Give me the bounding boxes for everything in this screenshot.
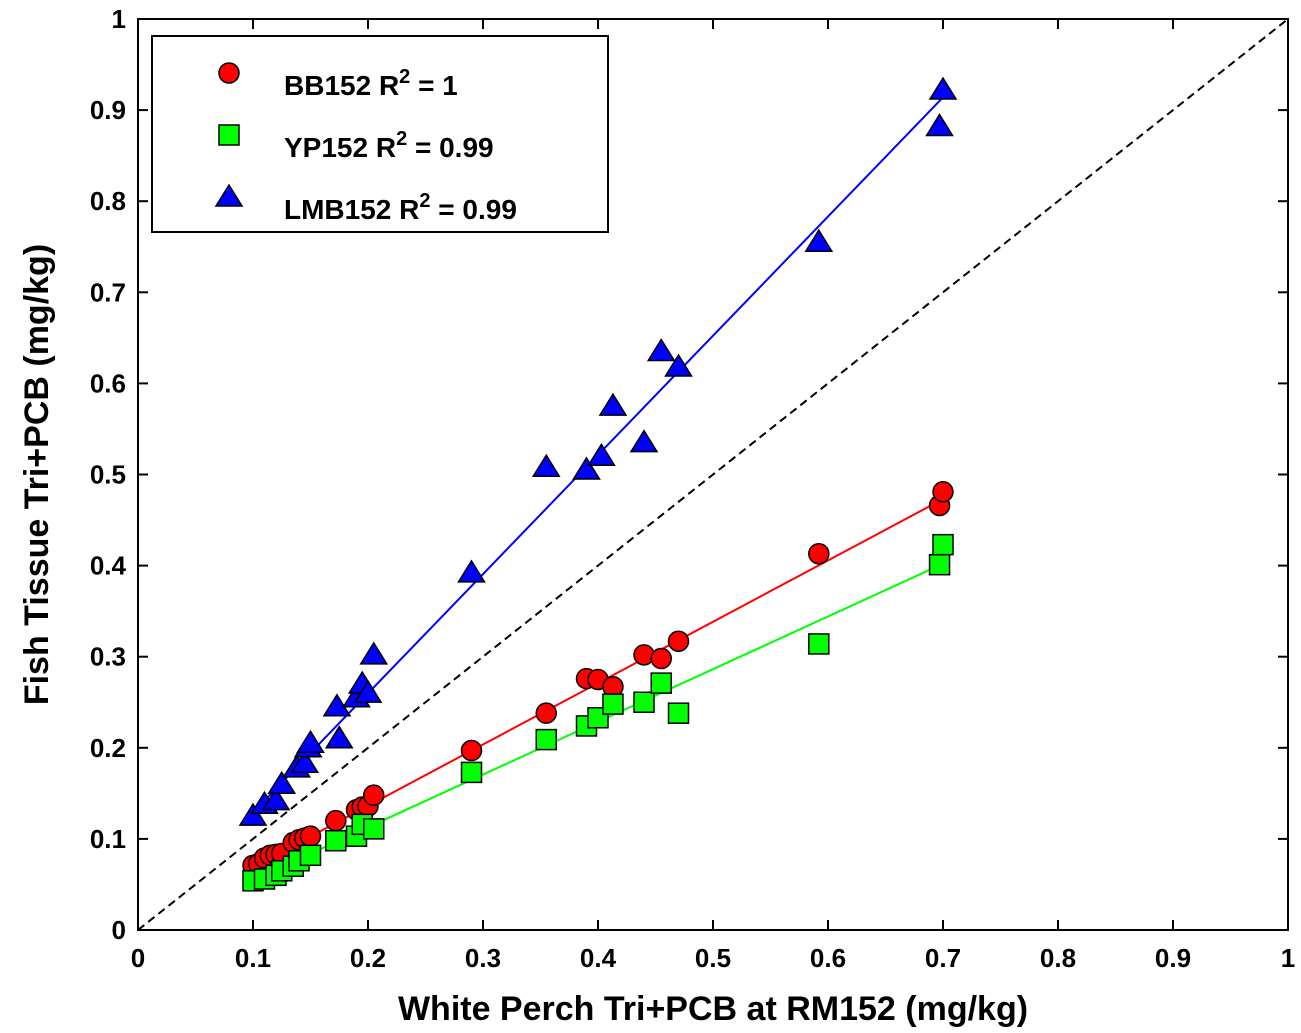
lmb-point: [925, 113, 954, 137]
yp-point: [535, 728, 557, 751]
x-tick-label: 0.5: [695, 943, 731, 973]
bb-point: [460, 739, 483, 762]
bb-point: [808, 543, 830, 565]
yp-point: [460, 761, 483, 784]
x-axis-ticks: 0 0.1 0.2 0.3 0.4 0.5 0.6 0.7 0.8 0.9 1: [131, 19, 1295, 973]
lmb-point: [322, 693, 352, 717]
yp-point: [928, 553, 951, 576]
legend-r2-value: = 1: [410, 70, 457, 101]
y-tick-label: 0.1: [90, 824, 126, 854]
x-tick-label: 0.2: [350, 943, 386, 973]
lmb-point: [646, 338, 676, 362]
bb-point: [932, 481, 954, 503]
lmb-point: [664, 353, 693, 377]
lmb-point: [531, 453, 561, 477]
y-tick-label: 0.3: [90, 642, 126, 672]
bb-point: [363, 784, 385, 806]
data-markers: [238, 76, 958, 892]
legend-series-name: LMB152 R: [284, 194, 419, 225]
lmb-point: [804, 228, 834, 252]
lmb-point: [267, 770, 297, 794]
legend-r2-superscript: 2: [399, 66, 410, 88]
x-tick-label: 0.1: [235, 943, 271, 973]
lmb-point: [290, 749, 320, 774]
lmb-point: [324, 725, 354, 749]
x-tick-label: 1: [1281, 943, 1295, 973]
lmb-point: [353, 679, 383, 703]
x-tick-label: 0: [131, 943, 145, 973]
bb-point: [535, 702, 557, 724]
x-tick-label: 0.6: [810, 943, 846, 973]
y-tick-label: 0.2: [90, 733, 126, 763]
lmb-point: [587, 442, 616, 467]
legend-r2-value: = 0.99: [431, 194, 517, 225]
legend-series-name: BB152 R: [284, 70, 399, 101]
bb-legend-marker: [218, 62, 240, 84]
x-tick-label: 0.3: [465, 943, 501, 973]
yp-point: [602, 693, 624, 715]
yp-point: [633, 691, 655, 713]
legend-series-name: YP152 R: [284, 132, 396, 163]
legend-r2-value: = 0.99: [407, 132, 493, 163]
lmb-point: [928, 76, 958, 100]
bb-point: [667, 630, 690, 652]
lmb-point: [457, 559, 486, 583]
lmb-point: [359, 641, 389, 665]
lmb-point: [572, 456, 601, 480]
lmb-point: [296, 729, 325, 753]
reference-line-layer: [137, 18, 1289, 931]
reference-line: [137, 18, 1289, 931]
yp-legend-marker: [218, 124, 240, 146]
y-axis-ticks: 0 0.1 0.2 0.3 0.4 0.5 0.6 0.7 0.8 0.9 1: [90, 4, 1288, 945]
bb-legend-label: BB152 R2 = 1: [284, 66, 458, 101]
bb-point: [325, 809, 347, 832]
y-tick-label: 0.9: [90, 95, 126, 125]
y-tick-label: 0.6: [90, 368, 126, 398]
lmb-point: [261, 787, 291, 811]
lmb-legend-label: LMB152 R2 = 0.99: [284, 190, 517, 225]
yp-point: [325, 829, 347, 852]
x-axis-label: White Perch Tri+PCB at RM152 (mg/kg): [398, 990, 1028, 1028]
yp-point: [299, 844, 322, 867]
lmb-point: [598, 392, 628, 416]
legend-r2-superscript: 2: [396, 128, 407, 150]
yp-point: [650, 672, 672, 694]
y-axis-label: Fish Tissue Tri+PCB (mg/kg): [18, 244, 56, 705]
lmb-legend-marker: [214, 183, 244, 207]
y-tick-label: 0.5: [90, 460, 126, 490]
x-tick-label: 0.8: [1040, 943, 1076, 973]
y-tick-label: 0: [112, 915, 126, 945]
lmb-series: [238, 76, 958, 826]
x-tick-label: 0.9: [1155, 943, 1191, 973]
yp-series: [242, 533, 954, 892]
yp-point: [363, 818, 385, 840]
x-tick-label: 0.4: [580, 943, 617, 973]
lmb-point: [238, 802, 268, 826]
y-tick-label: 0.8: [90, 186, 126, 216]
lmb-point: [629, 429, 659, 453]
yp-point: [932, 533, 954, 556]
x-tick-label: 0.7: [925, 943, 961, 973]
legend-r2-superscript: 2: [419, 190, 430, 212]
yp-legend-label: YP152 R2 = 0.99: [284, 128, 494, 163]
bb-point: [650, 647, 672, 670]
y-tick-label: 1: [112, 4, 126, 34]
y-tick-label: 0.7: [90, 277, 126, 307]
bb-series: [242, 481, 954, 877]
bb-point: [633, 644, 655, 666]
y-tick-label: 0.4: [90, 551, 127, 581]
bb-point: [299, 825, 322, 847]
yp-point: [808, 633, 830, 655]
yp-point: [667, 702, 690, 724]
